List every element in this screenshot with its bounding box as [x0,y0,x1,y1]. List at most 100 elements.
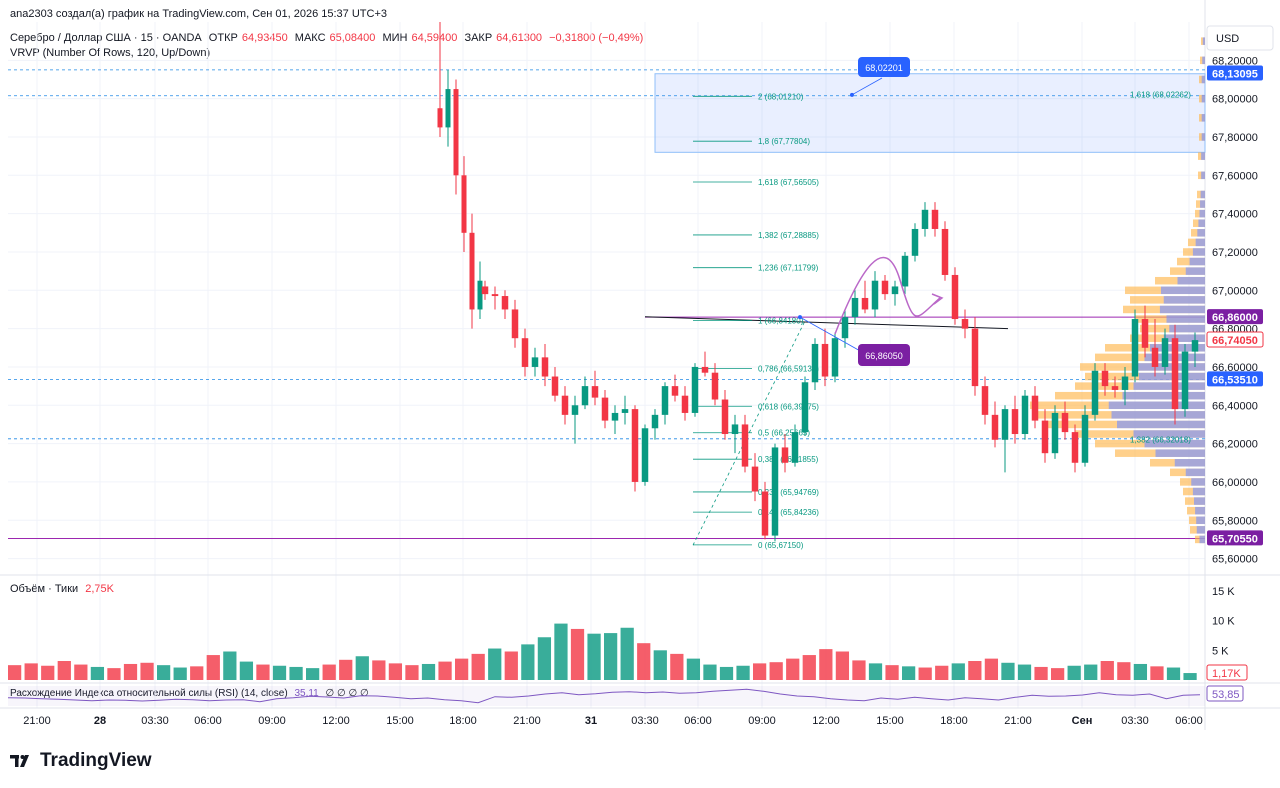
candle-down[interactable] [1111,386,1119,390]
candle-down[interactable] [961,319,969,329]
projection-curve[interactable] [834,256,941,335]
callout-purple[interactable] [858,344,910,366]
candle-up[interactable] [1181,351,1189,410]
candle-up[interactable] [771,447,779,536]
candle-down[interactable] [931,209,939,229]
volume-bar [455,658,469,680]
candle-up[interactable] [611,412,619,421]
candle-down[interactable] [1101,370,1109,387]
candle-down[interactable] [861,297,869,310]
candle-down[interactable] [511,309,519,339]
candle-up[interactable] [651,414,659,429]
vrvp-indicator-legend[interactable]: VRVP (Number Of Rows, 120, Up/Down) [10,47,211,59]
drawings[interactable]: 68,02201 66,86050 [798,57,944,366]
candle-up[interactable] [661,386,669,415]
candle-down[interactable] [761,491,769,536]
candle-down[interactable] [881,280,889,295]
candle-down[interactable] [631,409,639,482]
candle-up[interactable] [911,228,919,256]
candle-up[interactable] [531,357,539,367]
fibonacci-target-zone[interactable] [654,73,1206,153]
candle-up[interactable] [1051,412,1059,454]
candle-down[interactable] [437,108,443,128]
price-badge [1207,309,1263,325]
candle-down[interactable] [551,376,559,396]
candle-up[interactable] [1081,414,1089,463]
candle-down[interactable] [1151,347,1159,367]
candle-down[interactable] [469,232,475,310]
tradingview-logo[interactable]: TradingView [10,750,152,772]
candles[interactable] [437,22,1199,542]
candle-up[interactable] [571,405,579,415]
candle-up[interactable] [581,386,589,406]
candle-up[interactable] [691,366,699,413]
candle-up[interactable] [1131,319,1139,377]
candle-up[interactable] [731,424,739,435]
candle-down[interactable] [681,395,689,413]
candle-down[interactable] [461,175,467,233]
candle-down[interactable] [721,399,729,435]
candle-up[interactable] [811,343,819,383]
candle-up[interactable] [831,338,839,377]
candle-down[interactable] [1031,395,1039,421]
candle-down[interactable] [971,328,979,387]
symbol-name[interactable]: Серебро / Доллар США · 15 · OANDA [10,32,202,44]
candle-down[interactable] [1041,420,1049,454]
candle-up[interactable] [871,280,879,310]
candle-up[interactable] [1001,409,1009,440]
candle-down[interactable] [453,89,459,176]
candle-up[interactable] [1021,395,1029,435]
candle-down[interactable] [951,274,959,320]
candle-up[interactable] [921,209,929,229]
candle-up[interactable] [1161,338,1169,367]
volume-bar [140,662,154,680]
tradingview-logo-icon [10,755,29,767]
candle-down[interactable] [781,447,789,463]
candle-up[interactable] [641,428,649,482]
rsi-label[interactable]: Расхождение Индекса относительной силы (… [10,688,288,699]
candle-up[interactable] [477,280,483,310]
time-axis[interactable]: 21:00 28 03:30 06:00 09:00 12:00 15:00 18:00 21:… [23,715,1203,727]
candle-down[interactable] [1071,432,1079,463]
candle-down[interactable] [751,466,759,492]
fib-zone-rect[interactable] [654,73,1206,153]
candle-down[interactable] [991,414,999,440]
candle-down[interactable] [711,372,719,400]
candle-up[interactable] [621,409,629,413]
candle-down[interactable] [1171,338,1179,410]
candle-up[interactable] [851,297,859,318]
candle-down[interactable] [671,386,679,396]
trend-line[interactable] [644,316,1009,330]
candle-down[interactable] [701,366,709,373]
candle-down[interactable] [1061,412,1069,433]
candle-down[interactable] [591,386,599,398]
candle-up[interactable] [891,286,899,295]
callout-blue[interactable] [858,57,910,77]
candle-up[interactable] [791,432,799,463]
candle-up[interactable] [801,382,809,433]
candle-down[interactable] [561,395,569,415]
candle-down[interactable] [541,357,549,377]
candle-up[interactable] [901,255,909,287]
candle-down[interactable] [521,338,529,367]
fibonacci-extension[interactable]: 2 (68,01210) 1,8 (67,77804) 1,618 (67,5650… [692,90,1191,550]
candle-down[interactable] [481,286,489,295]
candle-down[interactable] [741,424,749,467]
candle-up[interactable] [1121,376,1129,390]
candle-up[interactable] [841,317,849,339]
candle-up[interactable] [1091,370,1099,415]
candle-down[interactable] [941,228,949,275]
candle-down[interactable] [821,343,829,377]
currency-button[interactable] [1206,25,1274,51]
candle-down[interactable] [491,294,499,297]
volume-label[interactable]: Объём · Тики [10,583,79,595]
candle-down[interactable] [501,296,509,310]
candle-up[interactable] [1191,340,1199,352]
candle-down[interactable] [1141,319,1149,348]
candle-down[interactable] [601,397,609,421]
candle-down[interactable] [1011,409,1019,435]
price-axis[interactable]: 68,20000 68,00000 67,80000 67,60000 67,40000… [1206,25,1274,566]
candle-up[interactable] [445,89,451,128]
candle-down[interactable] [981,386,989,415]
